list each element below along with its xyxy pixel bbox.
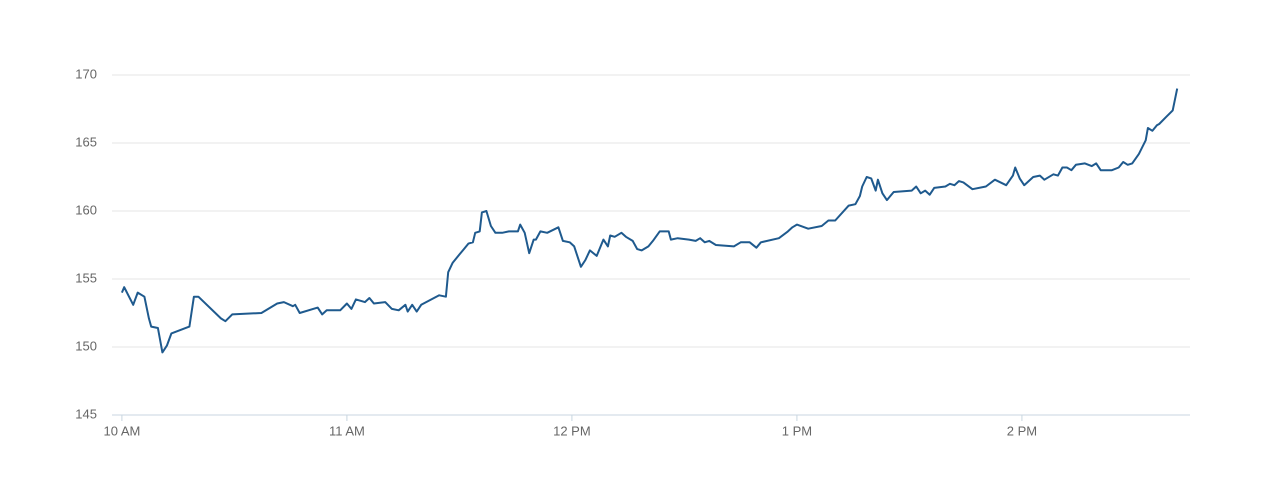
x-tick-label: 2 PM <box>1007 423 1037 438</box>
y-tick-label: 150 <box>75 338 97 353</box>
x-tick-label: 10 AM <box>103 423 140 438</box>
y-tick-label: 165 <box>75 134 97 149</box>
x-tick-label: 1 PM <box>782 423 812 438</box>
price-line <box>120 88 1179 354</box>
y-tick-label: 155 <box>75 270 97 285</box>
x-tick-label: 12 PM <box>553 423 591 438</box>
y-tick-label: 145 <box>75 406 97 421</box>
y-tick-label: 160 <box>75 202 97 217</box>
y-tick-label: 170 <box>75 66 97 81</box>
x-tick-label: 11 AM <box>329 423 365 438</box>
